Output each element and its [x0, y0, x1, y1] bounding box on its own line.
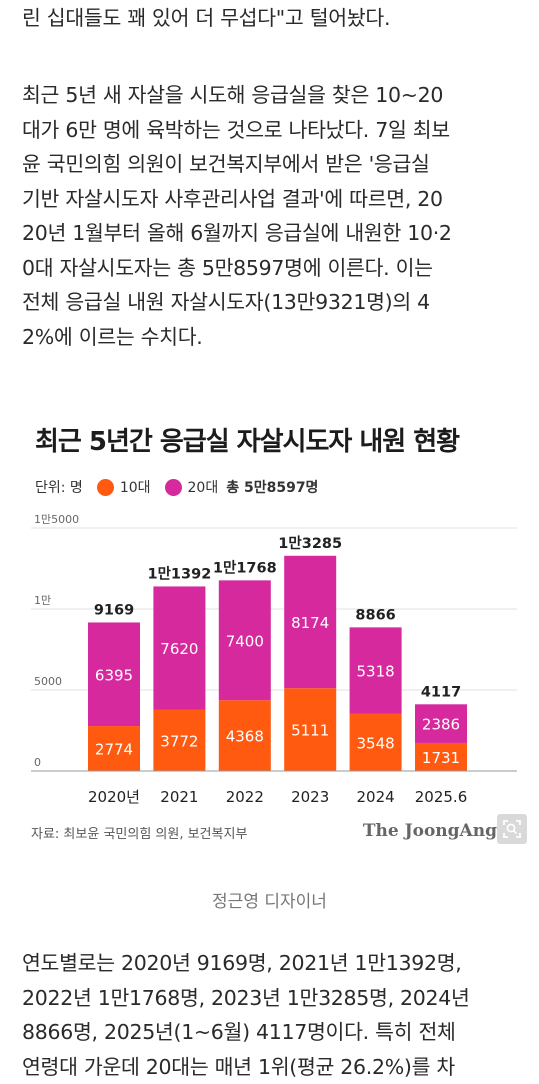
chart-legend: 단위: 명 10대 20대 총 5만8597명 [35, 477, 318, 497]
bar-value-20s: 5318 [357, 662, 395, 680]
bar-value-10s: 3548 [357, 734, 395, 752]
bar-total-label: 9169 [94, 602, 134, 618]
body-line: 대가 6만 명에 육박하는 것으로 나타났다. 7일 최보 [22, 113, 522, 148]
chart-figure: 최근 5년간 응급실 자살시도자 내원 현황 단위: 명 10대 20대 총 5… [17, 403, 525, 855]
legend-label-10s: 10대 [120, 477, 151, 497]
article-intro-paragraph: 린 십대들도 꽤 있어 더 무섭다"고 털어놨다. [22, 1, 522, 36]
outro-line: 8866명, 2025년(1~6월) 4117명이다. 특히 전체 [22, 1015, 522, 1050]
body-line: 2%에 이르는 수치다. [22, 320, 522, 355]
x-tick-label: 2024 [357, 788, 395, 806]
zoom-button[interactable] [497, 814, 527, 844]
legend-swatch-10s [97, 479, 114, 496]
legend-swatch-20s [165, 479, 182, 496]
intro-line: 린 십대들도 꽤 있어 더 무섭다"고 털어놨다. [22, 1, 522, 36]
bar-value-20s: 8174 [291, 614, 329, 632]
bar-value-20s: 7620 [160, 640, 198, 658]
outro-line: 연도별로는 2020년 9169명, 2021년 1만1392명, [22, 946, 522, 981]
x-tick-label: 2020년 [88, 788, 140, 806]
bar-value-20s: 6395 [95, 666, 133, 684]
bar-value-10s: 2774 [95, 741, 133, 759]
body-line: 20년 1월부터 올해 6월까지 응급실에 내원한 10·2 [22, 216, 522, 251]
outro-line: 연령대 가운데 20대는 매년 1위(평균 26.2%)를 차 [22, 1050, 522, 1084]
bar-total-label: 1만3285 [278, 535, 342, 552]
x-tick-label: 2022 [226, 788, 264, 806]
bar-total-label: 8866 [355, 607, 395, 623]
x-tick-label: 2025.6 [415, 788, 468, 806]
x-tick-label: 2023 [291, 788, 329, 806]
bar-value-20s: 7400 [226, 632, 264, 650]
bar-value-10s: 1731 [422, 749, 460, 767]
legend-unit: 단위: 명 [35, 477, 83, 497]
bar-value-10s: 5111 [291, 722, 329, 740]
bar-total-label: 1만1392 [148, 565, 212, 582]
body-line: 최근 5년 새 자살을 시도해 응급실을 찾은 10~20 [22, 78, 522, 113]
bar-total-label: 4117 [421, 684, 461, 700]
chart-title: 최근 5년간 응급실 자살시도자 내원 현황 [35, 421, 459, 458]
legend-total: 총 5만8597명 [226, 477, 318, 497]
bar-value-10s: 4368 [226, 728, 264, 746]
outro-line: 2022년 1만1768명, 2023년 1만3285명, 2024년 [22, 981, 522, 1016]
y-tick-label: 0 [34, 756, 41, 769]
x-tick-label: 2021 [160, 788, 198, 806]
body-line: 윤 국민의힘 의원이 보건복지부에서 받은 '응급실 [22, 147, 522, 182]
article-outro-paragraph: 연도별로는 2020년 9169명, 2021년 1만1392명,2022년 1… [22, 946, 522, 1084]
bar-total-label: 1만1768 [213, 559, 277, 576]
publisher-logo: The JoongAng [363, 821, 497, 841]
bar-value-20s: 2386 [422, 716, 460, 734]
zoom-icon [502, 819, 522, 839]
chart-source: 자료: 최보윤 국민의힘 의원, 보건복지부 [31, 823, 247, 842]
body-line: 전체 응급실 내원 자살시도자(13만9321명)의 4 [22, 285, 522, 320]
body-line: 기반 자살시도자 사후관리사업 결과'에 따르면, 20 [22, 182, 522, 217]
bar-chart: 0 5000 1만 1만5000 2774 6395 9169 2020년 3772 7620 1만… [17, 513, 525, 813]
y-tick-label: 1만5000 [34, 513, 79, 526]
y-tick-label: 5000 [34, 675, 62, 688]
figure-caption: 정근영 디자이너 [0, 887, 539, 912]
bar-value-10s: 3772 [160, 732, 198, 750]
body-line: 0대 자살시도자는 총 5만8597명에 이른다. 이는 [22, 251, 522, 286]
legend-label-20s: 20대 [188, 477, 219, 497]
y-tick-label: 1만 [34, 594, 51, 607]
